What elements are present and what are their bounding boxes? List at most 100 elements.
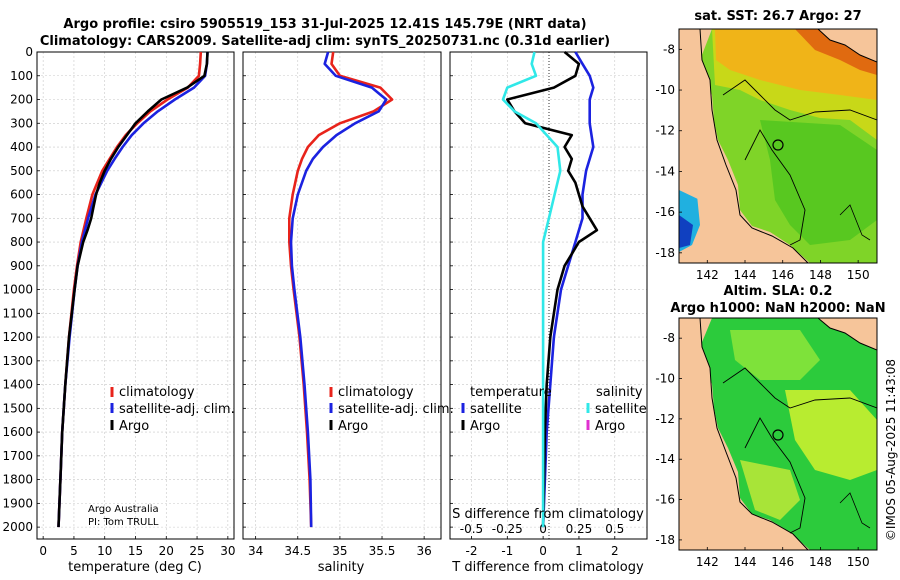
map-xtick-label: 148 [809,555,832,569]
xtick-label: 5 [70,544,78,558]
xtick-label: 25 [189,544,204,558]
series-line-s-satellite [501,51,562,528]
ytick-label: 100 [10,69,33,83]
xtick-s-label: 0.5 [605,522,624,536]
xtick-label: 34.5 [284,544,311,558]
xtick-label: 0 [539,544,547,558]
credit-line2: PI: Tom TRULL [88,517,159,528]
series-line-t-argo [505,51,599,528]
ytick-label: 400 [10,140,33,154]
salinity-xlabel: salinity [318,560,365,575]
legend-s-argo-label: Argo [338,419,368,434]
ytick-label: 1600 [2,425,33,439]
map-xtick-label: 146 [771,555,794,569]
map-ytick-label: -14 [655,164,675,178]
legend-s-satellite-label: satellite-adj. clim. [338,402,454,417]
ytick-label: 1700 [2,449,33,463]
legend-t-title: temperature [470,385,552,400]
difference-xlabel: T difference from climatology [451,560,644,575]
temperature-legend: climatology satellite-adj. clim. Argo [110,385,235,434]
legend-s-satellite-label2: satellite [595,402,647,417]
map-ytick-label: -8 [663,331,675,345]
legend-s-argo-label2: Argo [595,419,625,434]
ytick-label: 700 [10,211,33,225]
xtick-label: 0 [39,544,47,558]
map-xtick-label: 142 [696,268,719,282]
sla-map-title2: Argo h1000: NaN h2000: NaN [670,301,885,316]
xtick-label: -1 [501,544,513,558]
series-line-satellite-adj-clim- [289,51,388,528]
series-line-t-satellite [541,51,595,528]
ytick-label: 1500 [2,401,33,415]
salinity-axes-frame [242,51,442,540]
xtick-label: 15 [128,544,143,558]
map-xtick-label: 144 [734,555,757,569]
salinity-panel: 34 34.5 35 35.5 36 salinity climatology sate… [242,51,454,575]
legend-climatology-label: climatology [119,385,195,400]
map-xtick-label: 146 [771,268,794,282]
ytick-label: 1000 [2,283,33,297]
figure-title-line1: Argo profile: csiro 5905519_153 31-Jul-2… [63,17,586,32]
map-ytick-label: -18 [655,246,675,260]
ytick-label: 1200 [2,330,33,344]
legend-s-climatology-label: climatology [338,385,414,400]
legend-t-argo-label: Argo [470,419,500,434]
map-xtick-label: 150 [847,555,870,569]
map-ytick-label: -8 [663,42,675,56]
legend-s-title: salinity [596,385,643,400]
map-ytick-label: -12 [655,412,675,426]
xtick-label: 10 [97,544,112,558]
ytick-label: 0 [25,45,33,59]
ytick-label: 200 [10,93,33,107]
map-ytick-label: -16 [655,205,675,219]
legend-t-satellite-label: satellite [470,402,522,417]
salinity-legend: climatology satellite-adj. clim. Argo [329,385,454,434]
ytick-label: 800 [10,235,33,249]
map-xtick-label: 148 [809,268,832,282]
difference-panel: -2 -1 0 1 2 -0.5 -0.25 0 0.25 0.5 T difference fr… [449,51,648,575]
sst-map-title: sat. SST: 26.7 Argo: 27 [694,9,861,24]
map-xtick-label: 142 [696,555,719,569]
xtick-label: 35 [332,544,347,558]
sst-map: sat. SST: 26.7 Argo: 27 142 144 146 148 150 -… [655,9,878,282]
ytick-label: 500 [10,164,33,178]
map-ytick-label: -10 [655,372,675,386]
ytick-label: 300 [10,116,33,130]
ytick-label: 900 [10,259,33,273]
xtick-label: -2 [466,544,478,558]
map-ytick-label: -12 [655,124,675,138]
sst-argo-marker [772,139,784,151]
xtick-label: 35.5 [369,544,396,558]
ytick-label: 1400 [2,378,33,392]
map-ytick-label: -16 [655,493,675,507]
ytick-label: 1100 [2,306,33,320]
map-xtick-label: 150 [847,268,870,282]
ytick-label: 600 [10,188,33,202]
xtick-s-label: -0.25 [492,522,523,536]
ytick-label: 1900 [2,496,33,510]
xtick-label: 34 [248,544,263,558]
ytick-label: 1300 [2,354,33,368]
xtick-label: 1 [575,544,583,558]
difference-axes-frame [449,51,648,540]
series-line-argo [57,51,209,528]
ytick-label: 1800 [2,473,33,487]
difference-legend: temperature salinity satellite Argo sate… [461,385,647,434]
xtick-label: 36 [417,544,432,558]
legend-satellite-label: satellite-adj. clim. [119,402,235,417]
map-xtick-label: 144 [734,268,757,282]
figure-title-line2: Climatology: CARS2009. Satellite-adj cli… [40,34,610,49]
legend-argo-label: Argo [119,419,149,434]
ytick-label: 2000 [2,520,33,534]
map-ytick-label: -10 [655,83,675,97]
xtick-s-label: 0 [539,522,547,536]
temperature-xlabel: temperature (deg C) [68,560,202,575]
timestamp: ©IMOS 05-Aug-2025 11:43:08 [884,359,898,541]
map-ytick-label: -14 [655,452,675,466]
xtick-label: 20 [159,544,174,558]
difference-xlabel2: S difference from climatology [452,507,644,522]
credit-line1: Argo Australia [88,504,159,515]
temperature-panel: 0100200300400500600700800900100011001200… [2,45,235,575]
sla-map: Altim. SLA: 0.2 Argo h1000: NaN h2000: N… [655,284,885,569]
